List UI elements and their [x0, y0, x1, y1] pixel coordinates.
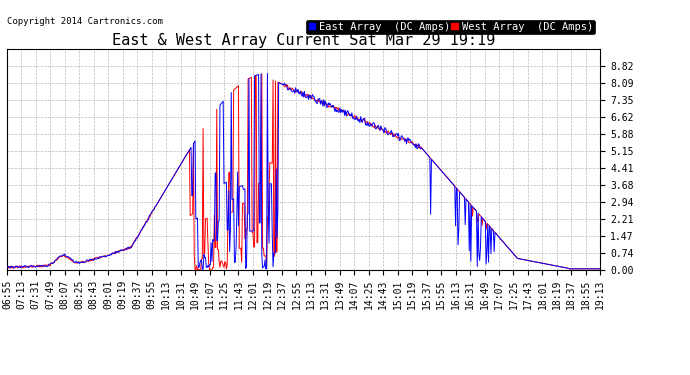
Text: Copyright 2014 Cartronics.com: Copyright 2014 Cartronics.com	[7, 17, 163, 26]
Legend: East Array  (DC Amps), West Array  (DC Amps): East Array (DC Amps), West Array (DC Amp…	[306, 20, 595, 34]
Title: East & West Array Current Sat Mar 29 19:19: East & West Array Current Sat Mar 29 19:…	[112, 33, 495, 48]
